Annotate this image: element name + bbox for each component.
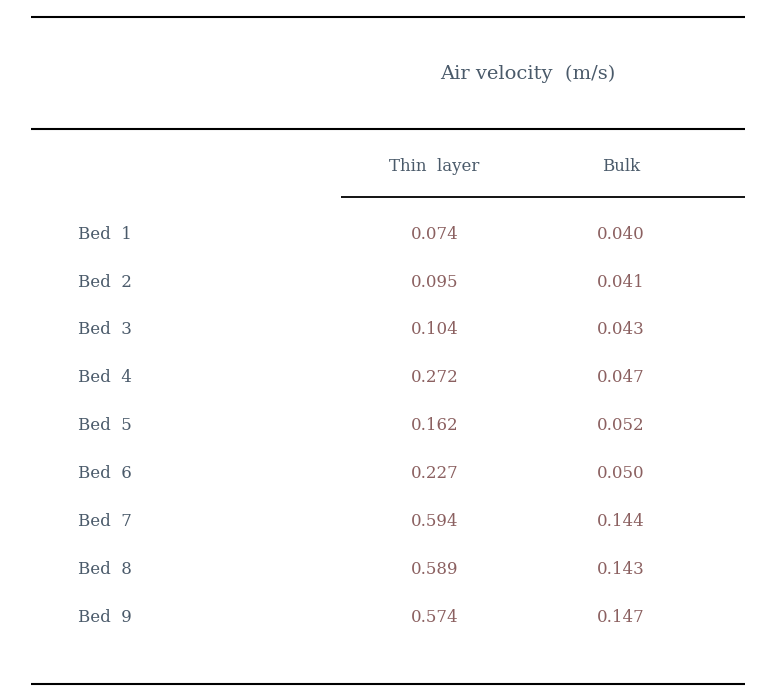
- Text: 0.043: 0.043: [597, 322, 645, 338]
- Text: 0.050: 0.050: [597, 465, 645, 482]
- Text: Bed  8: Bed 8: [78, 561, 131, 578]
- Text: 0.574: 0.574: [411, 609, 459, 626]
- Text: Bed  4: Bed 4: [78, 369, 131, 387]
- Text: 0.143: 0.143: [597, 561, 645, 578]
- Text: 0.594: 0.594: [411, 513, 459, 530]
- Text: 0.162: 0.162: [411, 417, 459, 434]
- Text: 0.104: 0.104: [411, 322, 459, 338]
- Text: Bed  7: Bed 7: [78, 513, 131, 530]
- Text: 0.041: 0.041: [597, 273, 645, 291]
- Text: 0.074: 0.074: [411, 226, 459, 243]
- Text: Thin  layer: Thin layer: [390, 158, 480, 175]
- Text: 0.095: 0.095: [411, 273, 459, 291]
- Text: Bed  1: Bed 1: [78, 226, 131, 243]
- Text: 0.047: 0.047: [597, 369, 645, 387]
- Text: Bed  3: Bed 3: [78, 322, 131, 338]
- Text: 0.052: 0.052: [597, 417, 645, 434]
- Text: 0.227: 0.227: [411, 465, 459, 482]
- Text: 0.272: 0.272: [411, 369, 459, 387]
- Text: Bed  2: Bed 2: [78, 273, 131, 291]
- Text: 0.040: 0.040: [597, 226, 645, 243]
- Text: Bulk: Bulk: [601, 158, 640, 175]
- Text: Bed  9: Bed 9: [78, 609, 131, 626]
- Text: Bed  5: Bed 5: [78, 417, 131, 434]
- Text: 0.589: 0.589: [411, 561, 459, 578]
- Text: Bed  6: Bed 6: [78, 465, 131, 482]
- Text: 0.147: 0.147: [597, 609, 645, 626]
- Text: Air velocity  (m/s): Air velocity (m/s): [440, 64, 615, 82]
- Text: 0.144: 0.144: [597, 513, 645, 530]
